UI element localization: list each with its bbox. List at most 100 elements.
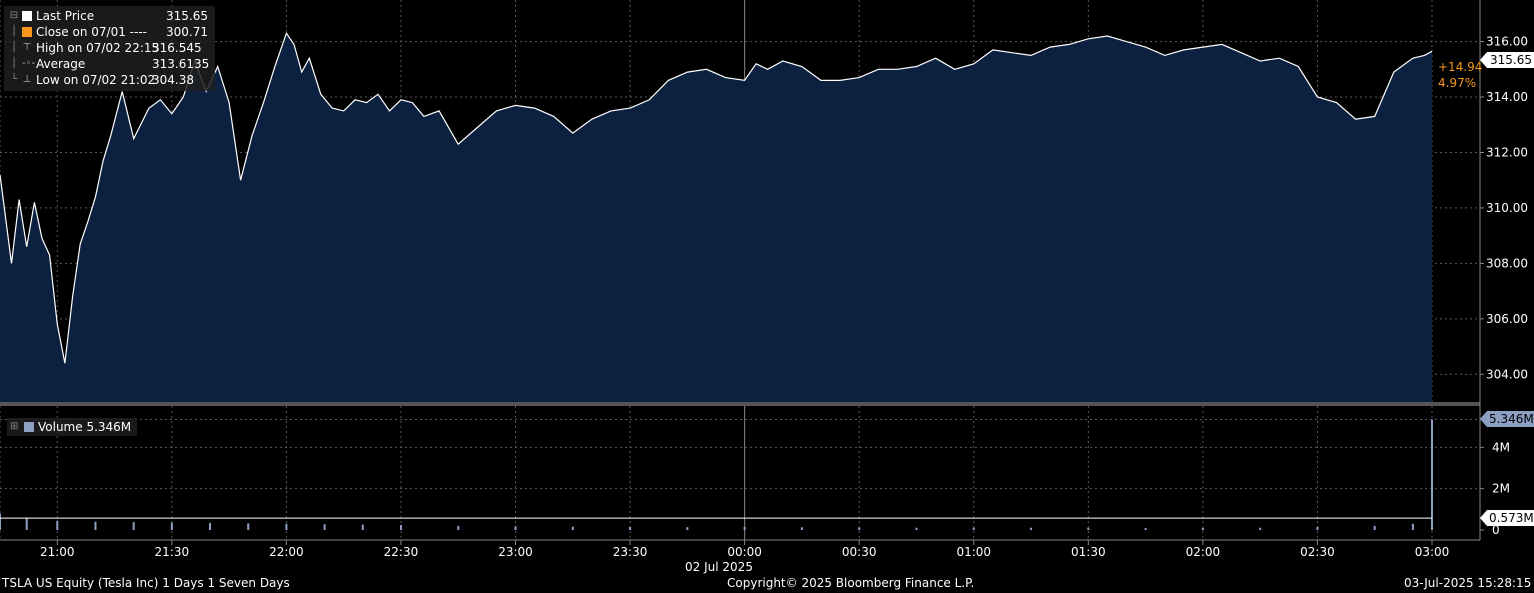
legend-row-last-price[interactable]: ⊟ Last Price 315.65 — [8, 8, 209, 24]
volume-bar — [915, 527, 918, 530]
volume-bar — [571, 526, 574, 530]
volume-bar — [209, 522, 212, 530]
change-percent: 4.97% — [1438, 76, 1476, 90]
price-tick-label: 306.00 — [1486, 312, 1528, 326]
price-tick-label: 308.00 — [1486, 256, 1528, 270]
volume-bar — [285, 523, 288, 530]
volume-legend[interactable]: ⊞ Volume 5.346M — [7, 418, 138, 436]
footer-security: TSLA US Equity (Tesla Inc) 1 Days 1 Seve… — [2, 576, 290, 590]
volume-bar — [1259, 527, 1262, 530]
time-axis: 21:00 21:30 22:00 22:30 23:00 23:30 00:00 00:30… — [40, 540, 1449, 559]
close-swatch — [22, 27, 32, 37]
legend-row-low[interactable]: └ ⊥ Low on 07/02 21:02 304.38 — [8, 72, 209, 88]
tree-end-icon: └ — [10, 74, 18, 85]
legend-row-high[interactable]: │ ⊤ High on 07/02 22:15 316.545 — [8, 40, 209, 56]
time-tick-label: 00:30 — [842, 545, 877, 559]
volume-bar — [170, 522, 173, 530]
volume-bar — [56, 520, 59, 530]
legend-value: 316.545 — [152, 41, 202, 55]
volume-bar — [1201, 527, 1204, 530]
volume-tick-label: 2M — [1492, 482, 1510, 496]
volume-bar — [1373, 525, 1376, 530]
price-area-fill — [0, 33, 1432, 403]
last-price-badge: 315.65 — [1480, 52, 1534, 68]
price-axis: 304.00 306.00 308.00 310.00 312.00 314.00 316.… — [1480, 35, 1528, 381]
time-tick-label: 23:00 — [498, 545, 533, 559]
volume-axis: 0 2M 4M — [1480, 440, 1510, 537]
volume-bar — [94, 521, 97, 530]
volume-bar — [686, 527, 689, 530]
volume-tick-label: 0 — [1492, 523, 1500, 537]
last-price-swatch — [22, 11, 32, 21]
legend-label: Low on 07/02 21:02 — [36, 73, 156, 87]
volume-bar — [1431, 419, 1433, 530]
tree-line-icon: │ — [10, 58, 18, 69]
volume-bar — [323, 524, 326, 530]
price-tick-label: 314.00 — [1486, 90, 1528, 104]
price-tick-label: 304.00 — [1486, 367, 1528, 381]
change-value: +14.94 — [1438, 60, 1482, 74]
volume-bar — [457, 525, 460, 530]
high-marker-icon: ⊤ — [22, 42, 32, 53]
legend-value: 304.38 — [152, 73, 194, 87]
legend-value: 313.6135 — [152, 57, 210, 71]
volume-bar — [743, 526, 746, 530]
time-tick-label: 01:30 — [1071, 545, 1106, 559]
volume-bar — [1316, 526, 1319, 530]
average-marker-icon: -◦- — [22, 58, 36, 69]
price-tick-label: 312.00 — [1486, 145, 1528, 159]
panel-divider[interactable] — [0, 402, 1480, 406]
tree-line-icon: │ — [10, 42, 18, 53]
volume-bar — [972, 527, 975, 530]
legend-label: High on 07/02 22:15 — [36, 41, 160, 55]
time-tick-label: 23:30 — [613, 545, 648, 559]
time-tick-label: 03:00 — [1415, 545, 1450, 559]
time-tick-label: 02:30 — [1300, 545, 1335, 559]
price-tick-label: 310.00 — [1486, 201, 1528, 215]
collapse-icon[interactable]: ⊟ — [9, 10, 19, 21]
volume-bar — [858, 527, 861, 530]
volume-bar — [25, 517, 28, 530]
volume-swatch — [24, 422, 34, 432]
tree-line-icon: │ — [10, 26, 18, 37]
time-tick-label: 22:00 — [269, 545, 304, 559]
time-tick-label: 22:30 — [384, 545, 419, 559]
volume-bar — [0, 513, 1, 530]
price-line — [0, 31, 1433, 364]
legend-value: 315.65 — [166, 9, 208, 23]
volume-bar — [514, 526, 517, 530]
legend-label: Last Price — [36, 9, 95, 23]
legend-row-close[interactable]: │ Close on 07/01 ---- 300.71 — [8, 24, 209, 40]
time-tick-label: 02:00 — [1186, 545, 1221, 559]
change-badge-bg — [1433, 58, 1479, 90]
volume-tick-label: 4M — [1492, 440, 1510, 454]
footer-timestamp: 03-Jul-2025 15:28:15 — [1404, 576, 1532, 590]
volume-legend-label: Volume 5.346M — [38, 420, 132, 434]
legend-value: 300.71 — [166, 25, 208, 39]
legend-label: Close on 07/01 ---- — [36, 25, 147, 39]
volume-bar — [247, 523, 250, 530]
legend-row-average[interactable]: │ -◦- Average 313.6135 — [8, 56, 209, 72]
price-legend[interactable]: ⊟ Last Price 315.65 │ Close on 07/01 ---… — [4, 6, 216, 91]
time-tick-label: 21:30 — [155, 545, 190, 559]
volume-bar — [1030, 527, 1033, 530]
legend-label: Average — [36, 57, 86, 71]
last-price-badge-text: 315.65 — [1490, 53, 1532, 67]
time-tick-label: 01:00 — [956, 545, 991, 559]
volume-bar — [132, 522, 135, 530]
average-volume-badge: 0.573M — [1480, 510, 1534, 526]
volume-bar — [1087, 527, 1090, 530]
volume-bar — [1411, 523, 1414, 530]
date-label: 02 Jul 2025 — [685, 560, 753, 574]
volume-bar — [800, 527, 803, 530]
average-volume-badge-text: 0.573M — [1489, 511, 1534, 525]
expand-icon[interactable]: ⊞ — [10, 421, 19, 432]
time-tick-label: 21:00 — [40, 545, 75, 559]
price-tick-label: 316.00 — [1486, 35, 1528, 49]
last-volume-badge: 5.346M — [1480, 411, 1534, 427]
time-tick-label: 00:00 — [727, 545, 762, 559]
footer-copyright: Copyright© 2025 Bloomberg Finance L.P. — [727, 576, 975, 590]
last-volume-badge-text: 5.346M — [1489, 412, 1534, 426]
volume-bar — [1144, 527, 1147, 530]
